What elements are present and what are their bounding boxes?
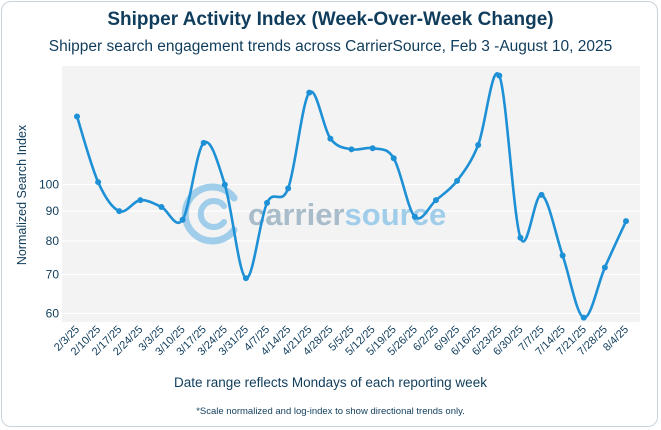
y-tick-label: 60 [46, 306, 60, 320]
data-point [179, 216, 186, 223]
data-point [242, 275, 249, 282]
chart-title: Shipper Activity Index (Week-Over-Week C… [107, 9, 554, 30]
data-point [74, 113, 80, 120]
y-tick-label: 90 [46, 204, 60, 218]
logo-inner-ring-icon [197, 198, 227, 230]
x-tick-labels: 2/3/252/10/252/17/252/24/253/3/253/10/25… [52, 324, 631, 358]
data-point [454, 177, 461, 184]
data-point [264, 199, 271, 206]
data-point [559, 252, 566, 259]
data-point [580, 314, 587, 321]
logo-word-source: source [345, 197, 447, 232]
data-point [306, 89, 313, 96]
data-point [285, 185, 292, 192]
x-axis-label: Date range reflects Mondays of each repo… [174, 375, 487, 390]
plot-area [62, 66, 640, 322]
data-point [95, 179, 102, 186]
data-point [137, 197, 144, 204]
data-point [200, 139, 207, 146]
logo-wordmark: carriersource [248, 197, 446, 232]
data-point [390, 155, 397, 162]
data-point [348, 146, 355, 153]
data-point [411, 213, 418, 220]
data-point [327, 135, 334, 142]
data-points [74, 72, 629, 321]
data-point [623, 218, 629, 225]
grid-lines [62, 183, 640, 315]
chart-subtitle: Shipper search engagement trends across … [48, 38, 613, 55]
data-point [517, 234, 524, 241]
data-point [116, 208, 123, 215]
y-tick-label: 70 [46, 268, 60, 282]
footnote: *Scale normalized and log-index to show … [196, 406, 465, 417]
data-point [221, 181, 228, 188]
data-point [369, 145, 376, 152]
y-tick-label: 100 [39, 178, 59, 192]
data-point [538, 191, 545, 198]
y-tick-label: 80 [46, 234, 60, 248]
y-tick-labels: 60 70 80 90 100 [39, 178, 59, 321]
data-point [601, 264, 608, 271]
carriersource-watermark: carriersource [181, 183, 446, 245]
data-point [158, 203, 165, 210]
data-point [432, 197, 439, 204]
data-point [475, 141, 482, 148]
data-point [496, 72, 503, 79]
